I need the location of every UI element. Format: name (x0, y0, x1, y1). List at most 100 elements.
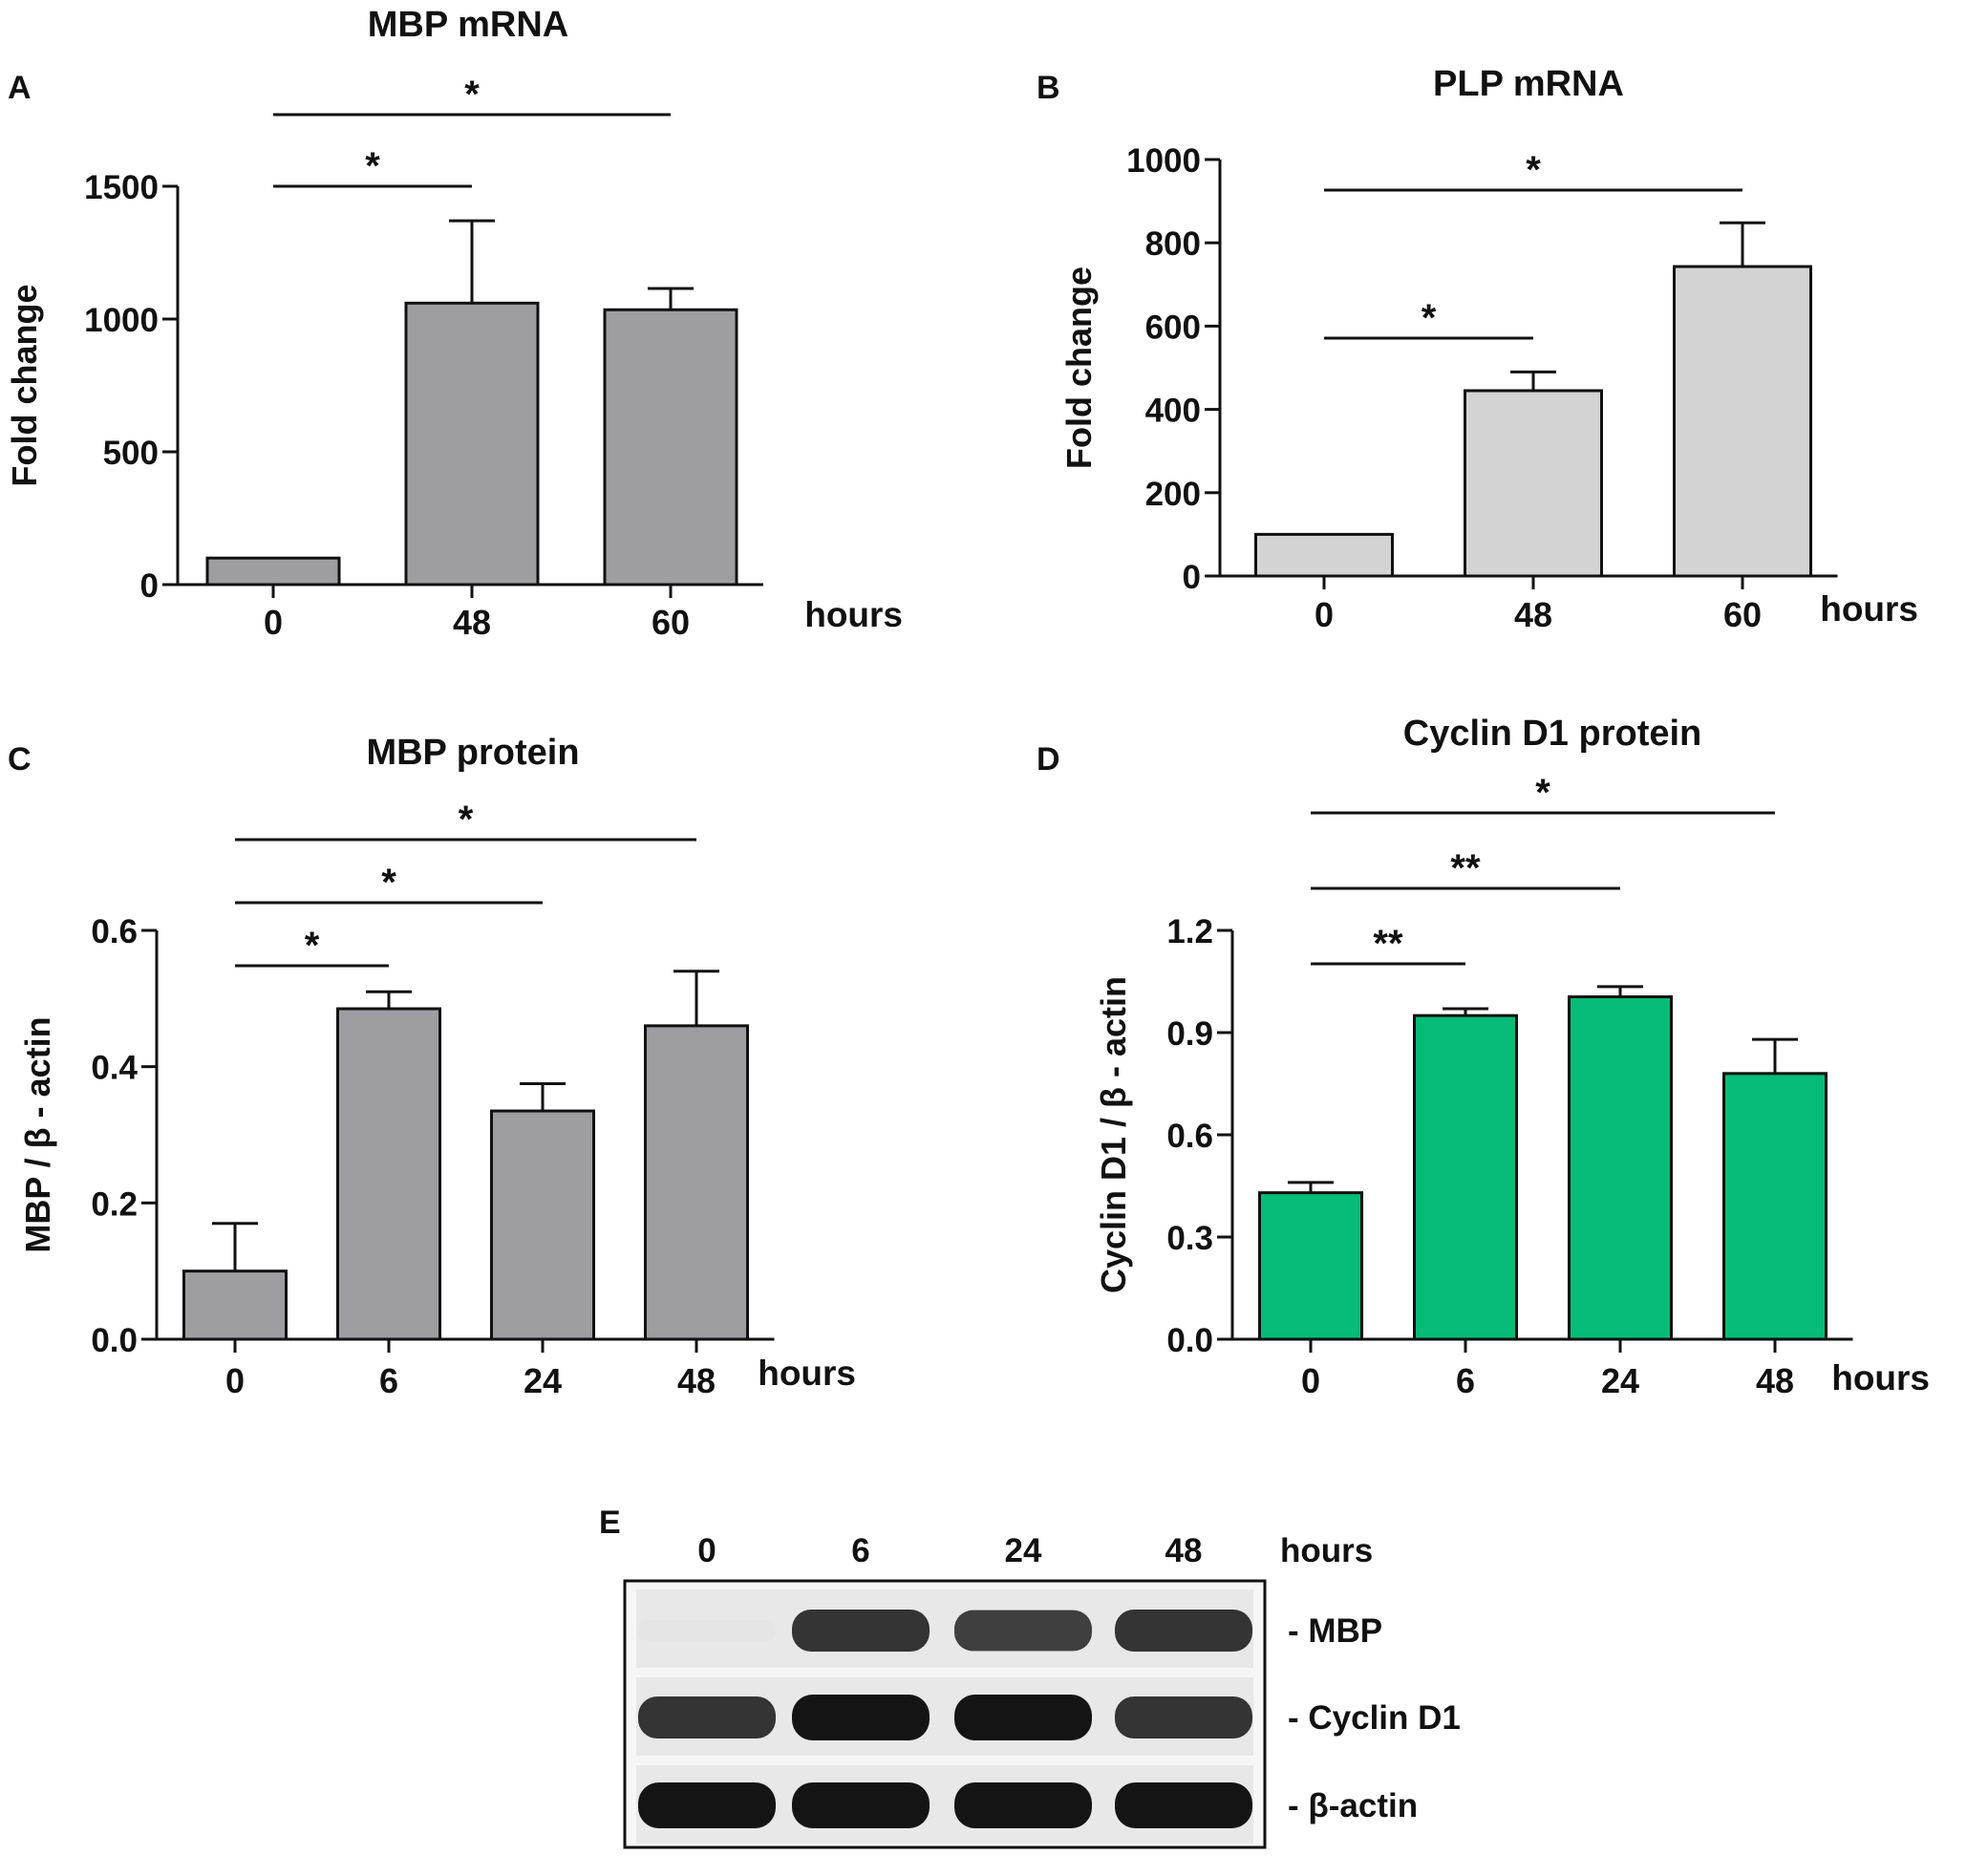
y-tick-label: 0.6 (1166, 1118, 1213, 1155)
x-axis-label: hours (1820, 589, 1918, 629)
y-tick-label: 500 (103, 435, 159, 472)
blot-band (638, 1619, 776, 1642)
significance-marker: * (381, 862, 396, 904)
significance-marker: * (305, 925, 320, 967)
blot-row-label: - β-actin (1288, 1787, 1418, 1824)
blot-band (638, 1782, 776, 1828)
y-axis-label: MBP / β - actin (18, 1016, 57, 1252)
y-tick-label: 0.4 (91, 1050, 138, 1087)
y-tick-label: 0.3 (1166, 1220, 1213, 1257)
y-tick-label: 1500 (84, 169, 159, 206)
lane-label: 24 (1005, 1532, 1042, 1569)
y-tick-label: 1000 (1126, 142, 1201, 180)
x-tick-label: 0 (1315, 595, 1334, 634)
blot-band (638, 1696, 776, 1739)
significance-marker: ** (1450, 847, 1481, 889)
panel-letter: B (1037, 70, 1060, 106)
x-tick-label: 0 (1301, 1361, 1320, 1400)
chart-title: PLP mRNA (1433, 64, 1624, 104)
bar (1722, 1072, 1828, 1341)
panel-letter: C (8, 741, 32, 778)
chart-title: Cyclin D1 protein (1403, 714, 1702, 754)
y-tick-label: 0.0 (1166, 1322, 1213, 1359)
bar (1673, 265, 1812, 578)
y-tick-label: 0.2 (91, 1185, 138, 1223)
y-tick-label: 0.6 (91, 913, 138, 950)
x-tick-label: 0 (264, 603, 283, 642)
bar (336, 1007, 441, 1341)
lane-unit-label: hours (1280, 1532, 1373, 1569)
y-tick-label: 0.0 (91, 1322, 138, 1359)
panel-d: D Cyclin D1 protein 0.0 0.3 0.6 0.9 1.2 Cyclin … (1037, 714, 1930, 1400)
bar (603, 308, 738, 587)
bar (1568, 995, 1673, 1341)
x-tick-label: 48 (1756, 1361, 1794, 1400)
panel-a: A MBP mRNA 0 500 1000 1500 Fold change 0 48 60 hou… (5, 5, 903, 642)
x-tick-label: 24 (1601, 1361, 1639, 1400)
bar (205, 556, 341, 587)
y-tick-label: 400 (1145, 393, 1201, 430)
panel-letter: A (8, 70, 32, 106)
blot-band (1115, 1782, 1252, 1828)
lane-label: 0 (697, 1532, 716, 1569)
x-axis-label: hours (758, 1354, 856, 1393)
x-axis-label: hours (1831, 1358, 1930, 1397)
blot-band (792, 1782, 930, 1828)
y-tick-label: 0 (1183, 559, 1201, 596)
x-axis-label: hours (804, 595, 903, 634)
panel-b: B PLP mRNA 0 200 400 600 800 1000 Fold change 0 48… (1037, 64, 1918, 634)
chart-title: MBP mRNA (368, 5, 568, 45)
x-tick-label: 48 (677, 1361, 716, 1400)
blot-band (1115, 1696, 1252, 1739)
lane-label: 48 (1165, 1532, 1203, 1569)
blot-band (954, 1695, 1092, 1740)
panel-letter: E (599, 1504, 621, 1541)
blot-band (1115, 1609, 1252, 1653)
significance-marker: ** (1373, 923, 1403, 965)
y-tick-label: 1.2 (1166, 913, 1213, 950)
blot-band (792, 1695, 930, 1740)
bar (182, 1269, 288, 1341)
significance-marker: * (1422, 297, 1437, 339)
x-tick-label: 48 (1514, 595, 1552, 634)
blot-band (792, 1609, 930, 1653)
x-tick-label: 6 (1456, 1361, 1475, 1400)
y-tick-label: 800 (1145, 225, 1201, 263)
y-axis-label: Cyclin D1 / β - actin (1094, 976, 1133, 1293)
bar (1464, 389, 1603, 578)
y-tick-label: 0 (140, 567, 159, 605)
x-tick-label: 0 (225, 1361, 245, 1400)
y-axis-label: Fold change (5, 284, 44, 486)
bar (644, 1024, 749, 1341)
y-axis-label: Fold change (1059, 267, 1099, 469)
chart-title: MBP protein (366, 733, 579, 773)
blot-band (954, 1782, 1092, 1828)
significance-marker: * (459, 799, 474, 841)
blot-band (954, 1610, 1092, 1652)
y-tick-label: 200 (1145, 476, 1201, 513)
bar (1413, 1013, 1518, 1341)
x-tick-label: 60 (652, 603, 690, 642)
lane-label: 6 (851, 1532, 869, 1569)
blot-row-label: - Cyclin D1 (1288, 1699, 1461, 1737)
y-tick-label: 1000 (84, 302, 159, 339)
bar (1258, 1191, 1363, 1341)
x-tick-label: 24 (524, 1361, 562, 1400)
significance-marker: * (1526, 149, 1541, 191)
x-tick-label: 60 (1723, 595, 1762, 634)
significance-marker: * (1535, 772, 1550, 814)
blot-row-label: - MBP (1288, 1612, 1382, 1650)
bar (490, 1109, 595, 1341)
y-tick-label: 600 (1145, 309, 1201, 346)
x-tick-label: 6 (379, 1361, 398, 1400)
x-tick-label: 48 (453, 603, 491, 642)
panel-e-blot: E 0 6 24 48 hours - MBP - Cyclin D1 - β-actin (599, 1504, 1461, 1849)
panel-letter: D (1037, 741, 1060, 778)
significance-marker: * (365, 145, 380, 187)
y-tick-label: 0.9 (1166, 1015, 1213, 1053)
bar (404, 301, 540, 587)
significance-marker: * (464, 74, 480, 116)
bar (1254, 532, 1394, 578)
